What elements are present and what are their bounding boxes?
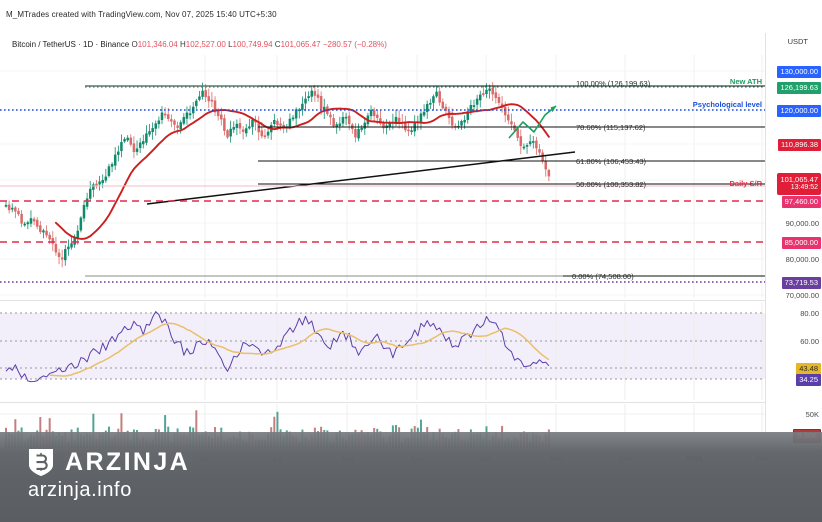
pane-divider-1 <box>0 300 766 301</box>
axis-price-pill[interactable]: 43.48 <box>796 363 821 375</box>
axis-price-pill[interactable]: 73,719.53 <box>781 277 821 289</box>
axis-price-pill[interactable]: 120,000.00 <box>777 105 821 117</box>
tradingview-credit: M_MTrades created with TradingView.com, … <box>6 10 277 19</box>
axis-tick-label: 60.00 <box>800 337 819 346</box>
legend-open-label: O <box>131 40 138 49</box>
brand-block: ARZINJA arzinja.info <box>26 446 190 500</box>
legend-low-value: 100,749.94 <box>232 40 273 49</box>
legend-close-label: C <box>274 40 281 49</box>
arzinja-shield-icon <box>29 449 53 476</box>
last-price-value: 101,065.47 <box>780 175 818 184</box>
fib-level-label[interactable]: 78.60% (115,137.62) <box>576 123 646 132</box>
legend-open-value: 101,346.04 <box>137 40 178 49</box>
axis-price-pill[interactable]: 34.25 <box>796 374 821 386</box>
price-axis[interactable]: USDT 130,000.00 126,199.63 120,000.00 110,8… <box>765 33 822 448</box>
legend-high-label: H <box>180 40 186 49</box>
brand-url: arzinja.info <box>28 479 132 501</box>
chart-legend: Bitcoin / TetherUS · 1D · Binance O101,3… <box>12 40 387 49</box>
axis-price-pill[interactable]: 130,000.00 <box>777 66 821 78</box>
last-price-countdown: 13:49:52 <box>790 184 818 192</box>
fib-level-label[interactable]: 50.00% (100,353.82) <box>576 180 647 189</box>
price-chart-canvas <box>0 55 766 298</box>
axis-tick-label: 90,000.00 <box>785 219 819 228</box>
pane-divider-2 <box>0 402 766 403</box>
price-pane[interactable] <box>0 55 766 298</box>
new-ath-label[interactable]: New ATH <box>729 77 762 86</box>
axis-unit-label: USDT <box>787 37 808 46</box>
legend-symbol[interactable]: Bitcoin / TetherUS · 1D · Binance <box>12 40 130 49</box>
fib-level-label[interactable]: 61.80% (106,453.43) <box>576 157 647 166</box>
axis-price-pill[interactable]: 85,000.00 <box>781 237 821 249</box>
legend-high-value: 102,527.00 <box>185 40 226 49</box>
axis-price-pill[interactable]: 110,896.38 <box>778 139 821 151</box>
axis-tick-label: 80,000.00 <box>785 255 819 264</box>
psychological-level-label[interactable]: Psychological level <box>692 100 762 109</box>
fib-level-label[interactable]: 0.00% (74,508.00) <box>572 272 634 281</box>
branding-footer <box>0 432 822 522</box>
rsi-chart-canvas <box>0 302 766 400</box>
brand-name: ARZINJA <box>65 447 191 476</box>
rsi-pane[interactable] <box>0 302 766 400</box>
legend-close-value: 101,065.47 <box>280 40 321 49</box>
daily-sr-label[interactable]: Daily S/R <box>729 179 762 188</box>
axis-price-pill[interactable]: 97,460.00 <box>781 196 821 208</box>
fib-level-label[interactable]: 100.00% (126,199.63) <box>576 79 651 88</box>
axis-price-pill[interactable]: 126,199.63 <box>777 82 821 94</box>
axis-tick-label: 80.00 <box>800 309 819 318</box>
legend-low-label: L <box>228 40 233 49</box>
axis-tick-label: 70,000.00 <box>785 291 819 300</box>
last-price-label[interactable]: 101,065.47 13:49:52 <box>777 173 821 196</box>
legend-change: −280.57 (−0.28%) <box>322 40 387 49</box>
axis-tick-label: 50K <box>805 410 819 419</box>
